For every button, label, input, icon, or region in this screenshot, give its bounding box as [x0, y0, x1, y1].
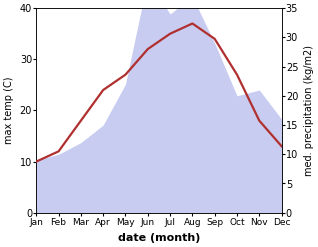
- X-axis label: date (month): date (month): [118, 233, 200, 243]
- Y-axis label: med. precipitation (kg/m2): med. precipitation (kg/m2): [304, 45, 314, 176]
- Y-axis label: max temp (C): max temp (C): [4, 77, 14, 144]
